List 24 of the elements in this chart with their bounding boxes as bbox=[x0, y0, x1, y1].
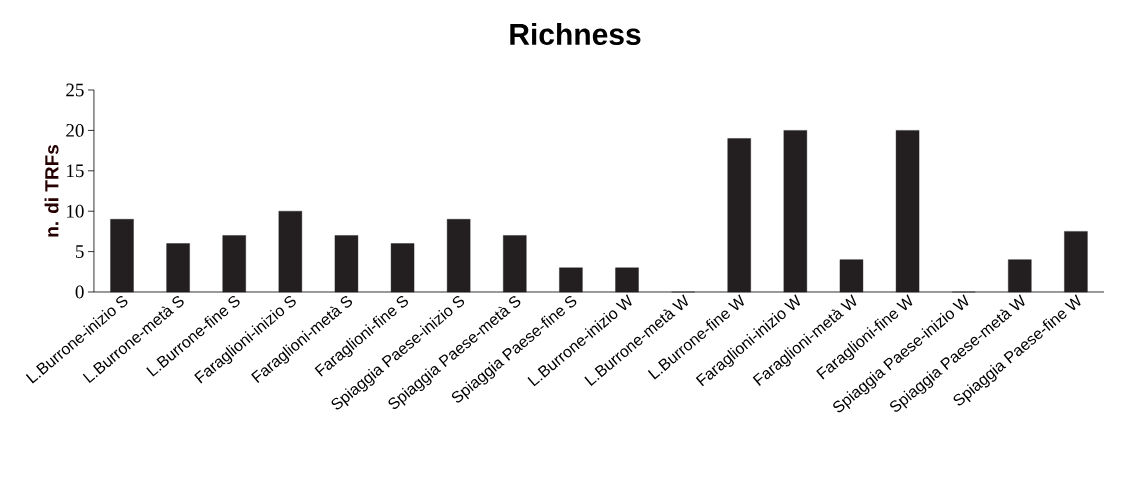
bar bbox=[503, 235, 527, 293]
y-tick-label: 10 bbox=[67, 204, 84, 218]
bar bbox=[839, 259, 864, 293]
bar bbox=[783, 130, 808, 293]
bar bbox=[1008, 259, 1032, 293]
bar bbox=[166, 243, 190, 293]
bar bbox=[278, 211, 303, 293]
y-axis-title: n. di TRFs bbox=[44, 144, 59, 237]
y-tick-label: 25 bbox=[66, 83, 84, 97]
bar bbox=[390, 243, 415, 293]
bar bbox=[446, 219, 471, 293]
bar bbox=[1064, 231, 1088, 293]
bar bbox=[334, 235, 359, 293]
y-tick-label: 0 bbox=[75, 285, 84, 299]
chart-title: Richness bbox=[510, 22, 641, 46]
bar bbox=[110, 219, 134, 293]
bar bbox=[222, 235, 246, 293]
y-tick-label: 20 bbox=[66, 124, 84, 137]
y-tick-label: 15 bbox=[67, 164, 84, 178]
bar bbox=[895, 130, 920, 293]
bar bbox=[615, 267, 639, 293]
bar bbox=[727, 138, 751, 293]
y-tick-label: 5 bbox=[76, 245, 84, 258]
bar bbox=[559, 267, 583, 293]
